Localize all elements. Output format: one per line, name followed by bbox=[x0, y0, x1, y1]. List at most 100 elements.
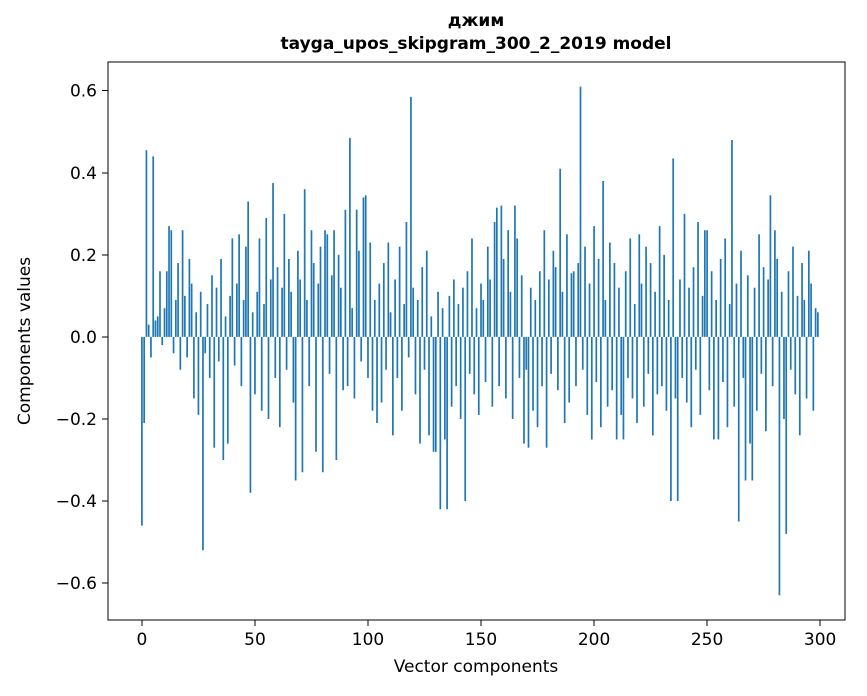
bar bbox=[267, 336, 270, 419]
bar bbox=[432, 336, 435, 452]
bar bbox=[360, 336, 363, 362]
bar bbox=[769, 195, 772, 337]
bar bbox=[708, 336, 711, 391]
bar bbox=[328, 336, 331, 374]
bar bbox=[532, 336, 534, 411]
bar bbox=[629, 238, 632, 337]
bar bbox=[172, 336, 175, 354]
bar bbox=[783, 336, 785, 419]
bar bbox=[767, 279, 769, 337]
bar bbox=[168, 226, 170, 337]
bar bbox=[751, 336, 754, 481]
x-tick-label: 100 bbox=[352, 630, 384, 650]
bar bbox=[419, 336, 421, 444]
bar bbox=[559, 168, 561, 337]
bar bbox=[468, 336, 471, 374]
bar bbox=[249, 336, 252, 493]
bar bbox=[620, 336, 623, 415]
bar bbox=[538, 271, 541, 337]
bar bbox=[552, 250, 555, 337]
bar bbox=[392, 336, 394, 436]
y-tick-label: 0.4 bbox=[70, 164, 97, 184]
bar bbox=[376, 336, 378, 424]
bar bbox=[453, 279, 455, 337]
bar bbox=[651, 336, 654, 436]
bar bbox=[423, 336, 426, 370]
bar bbox=[615, 336, 618, 440]
bar bbox=[150, 336, 152, 358]
bar bbox=[174, 299, 177, 337]
bar bbox=[740, 250, 742, 337]
bar bbox=[236, 283, 238, 337]
bar bbox=[807, 250, 810, 337]
bar bbox=[681, 336, 684, 378]
bar bbox=[450, 336, 453, 407]
bar bbox=[245, 246, 247, 337]
bar bbox=[346, 336, 349, 387]
bar bbox=[631, 336, 634, 399]
x-axis-label: Vector components bbox=[394, 657, 559, 677]
bar bbox=[147, 324, 150, 337]
bar bbox=[165, 271, 168, 337]
bar bbox=[679, 279, 681, 337]
bar bbox=[344, 209, 347, 337]
bar bbox=[636, 336, 638, 424]
bar bbox=[758, 234, 760, 337]
bar bbox=[407, 336, 410, 358]
bar bbox=[222, 336, 225, 460]
bar bbox=[798, 336, 801, 436]
bar bbox=[333, 230, 335, 337]
bar bbox=[796, 295, 799, 337]
bar bbox=[724, 238, 727, 337]
bar bbox=[444, 336, 446, 440]
bar bbox=[462, 287, 464, 337]
y-tick-label: 0.0 bbox=[70, 328, 97, 348]
bar bbox=[220, 258, 222, 337]
bar bbox=[188, 258, 191, 337]
x-tick-label: 50 bbox=[244, 630, 266, 650]
bar bbox=[229, 295, 231, 337]
bar bbox=[477, 336, 480, 415]
bar bbox=[217, 336, 220, 362]
bar bbox=[464, 336, 467, 502]
bar bbox=[762, 267, 765, 337]
bar bbox=[143, 336, 146, 424]
bar bbox=[278, 336, 281, 428]
bar bbox=[258, 238, 261, 337]
bar bbox=[459, 336, 462, 419]
bar bbox=[642, 336, 645, 407]
bar bbox=[358, 250, 360, 337]
bar bbox=[593, 226, 595, 337]
bar bbox=[274, 336, 277, 378]
y-tick-label: 0.6 bbox=[70, 82, 97, 102]
bar bbox=[509, 291, 512, 337]
bar bbox=[403, 304, 406, 337]
bar bbox=[572, 271, 575, 337]
bar bbox=[181, 230, 184, 337]
bar bbox=[301, 336, 304, 473]
bar bbox=[428, 336, 430, 436]
bar bbox=[518, 336, 521, 378]
bar bbox=[801, 263, 803, 337]
bar bbox=[674, 336, 677, 399]
bar bbox=[647, 336, 650, 374]
bar bbox=[645, 246, 647, 337]
bar bbox=[396, 336, 399, 378]
bar bbox=[233, 336, 236, 366]
bar bbox=[434, 336, 437, 452]
chart-title-line2: tayga_upos_skipgram_300_2_2019 model bbox=[281, 34, 672, 54]
bar bbox=[735, 283, 738, 337]
bar bbox=[728, 304, 731, 337]
bar bbox=[303, 189, 306, 337]
bar bbox=[794, 336, 797, 395]
bar bbox=[611, 336, 613, 391]
bar bbox=[251, 312, 254, 337]
bar bbox=[755, 336, 758, 411]
bar bbox=[785, 336, 788, 534]
bar bbox=[199, 291, 202, 337]
bar bbox=[760, 336, 763, 374]
bar bbox=[810, 283, 812, 337]
bar bbox=[184, 295, 186, 337]
bar bbox=[536, 336, 539, 428]
